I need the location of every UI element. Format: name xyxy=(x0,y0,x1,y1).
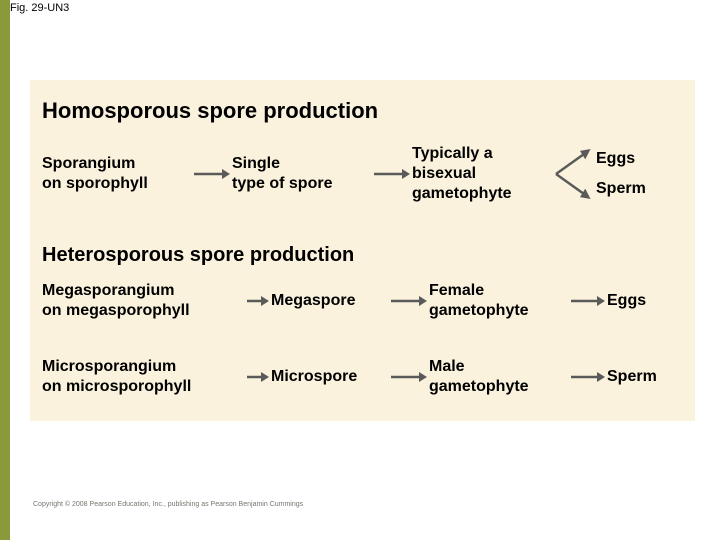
figure-label: Fig. 29-UN3 xyxy=(10,2,69,14)
homo-output-eggs: Eggs xyxy=(596,150,646,168)
arrow-icon xyxy=(247,367,271,387)
hetero-cell-megasporangium: Megasporangiumon megasporophyll xyxy=(42,281,247,321)
hetero-cell-microspore: Microspore xyxy=(271,367,389,387)
homo-cell-gametophyte: Typically abisexualgametophyte xyxy=(412,144,552,204)
homo-cell-spore: Singletype of spore xyxy=(232,154,372,194)
hetero-row-micro: Microsporangiumon microsporophyll Micros… xyxy=(42,357,683,397)
hetero-row-mega: Megasporangiumon megasporophyll Megaspor… xyxy=(42,281,683,321)
arrow-icon xyxy=(569,367,607,387)
hetero-cell-megaspore: Megaspore xyxy=(271,291,389,311)
hetero-cell-female-gam: Femalegametophyte xyxy=(429,281,569,321)
hetero-cell-microsporangium: Microsporangiumon microsporophyll xyxy=(42,357,247,397)
homosporous-title: Homosporous spore production xyxy=(42,98,683,124)
arrow-icon xyxy=(389,367,429,387)
copyright-text: Copyright © 2008 Pearson Education, Inc.… xyxy=(33,501,303,508)
hetero-output-sperm: Sperm xyxy=(607,367,657,387)
arrow-icon xyxy=(192,164,232,184)
arrow-icon xyxy=(247,291,271,311)
left-accent-bar xyxy=(0,0,10,540)
arrow-icon xyxy=(372,164,412,184)
branch-arrow-icon xyxy=(552,144,596,204)
heterosporous-title: Heterosporous spore production xyxy=(42,244,683,267)
diagram-panel: Homosporous spore production Sporangiumo… xyxy=(30,80,695,421)
homosporous-row: Sporangiumon sporophyll Singletype of sp… xyxy=(42,144,683,204)
arrow-icon xyxy=(389,291,429,311)
hetero-output-eggs: Eggs xyxy=(607,291,646,311)
hetero-cell-male-gam: Malegametophyte xyxy=(429,357,569,397)
homo-cell-sporangium: Sporangiumon sporophyll xyxy=(42,154,192,194)
homo-branch-outputs: Eggs Sperm xyxy=(596,150,646,198)
arrow-icon xyxy=(569,291,607,311)
homo-output-sperm: Sperm xyxy=(596,180,646,198)
